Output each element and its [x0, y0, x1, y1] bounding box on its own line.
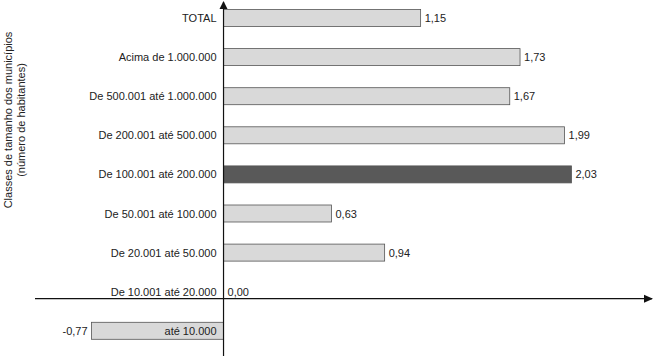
axis-title: Classes de tamanho dos municípios — [2, 31, 14, 208]
data-label: 1,67 — [514, 90, 535, 102]
axis-arrow — [220, 1, 228, 9]
data-label: 1,99 — [569, 129, 590, 141]
data-label: 0,63 — [336, 208, 357, 220]
category-label: Acima de 1.000.000 — [119, 51, 217, 63]
bars — [92, 10, 572, 340]
category-label: TOTAL — [182, 12, 216, 24]
category-label: De 50.001 até 100.000 — [105, 208, 217, 220]
bar — [224, 10, 421, 27]
bar — [224, 166, 572, 183]
bar — [224, 49, 521, 66]
data-label: 1,73 — [524, 51, 545, 63]
bar — [224, 244, 385, 261]
bar — [224, 127, 565, 144]
category-label: De 100.001 até 200.000 — [98, 168, 216, 180]
data-label: 1,15 — [425, 12, 446, 24]
category-label: até 10.000 — [165, 325, 217, 337]
axis-title: (número de habitantes) — [15, 63, 27, 177]
data-label: 2,03 — [575, 168, 596, 180]
bar — [92, 322, 224, 339]
category-axis — [223, 2, 224, 356]
chart: TOTAL Acima de 1.000.000 De 500.001 até 1.… — [0, 0, 660, 356]
bar — [224, 205, 332, 222]
category-label: De 10.001 até 20.000 — [111, 286, 217, 298]
value-axis — [35, 298, 652, 299]
data-label: 0,00 — [228, 286, 249, 298]
axis-arrow — [644, 295, 653, 303]
chart-container: TOTAL Acima de 1.000.000 De 500.001 até 1.… — [0, 0, 660, 356]
category-label: De 20.001 até 50.000 — [111, 247, 217, 259]
bar — [224, 88, 510, 105]
data-label: 0,94 — [389, 247, 410, 259]
data-label: -0,77 — [62, 325, 87, 337]
category-label: De 200.001 até 500.000 — [98, 129, 216, 141]
category-label: De 500.001 até 1.000.000 — [89, 90, 216, 102]
